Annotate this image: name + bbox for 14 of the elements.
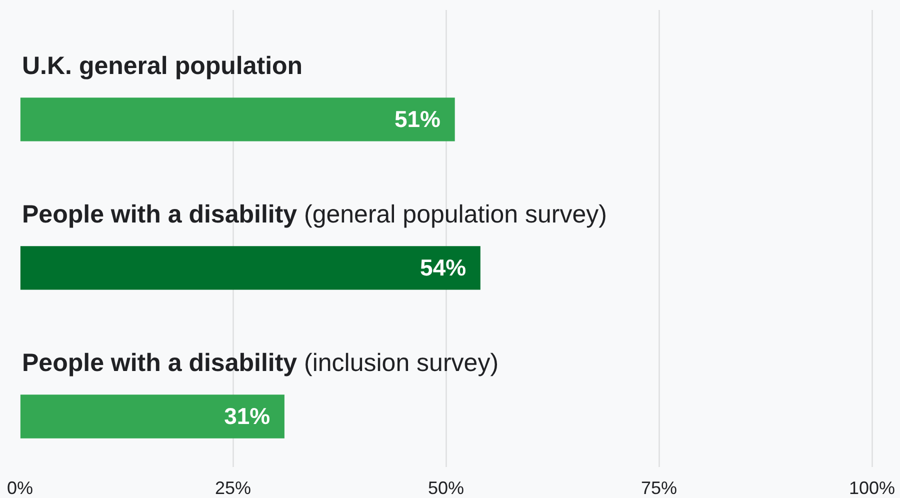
x-tick-label: 100% xyxy=(848,478,896,498)
bar xyxy=(20,98,455,142)
x-tick-label: 50% xyxy=(428,478,464,498)
y-tick-label: People with a disability (general population survey) xyxy=(22,200,607,228)
data-label: 51% xyxy=(394,106,441,132)
data-label: 31% xyxy=(224,402,270,429)
x-tick-label: 25% xyxy=(214,478,252,498)
x-tick-label: 75% xyxy=(640,478,678,498)
data-label: 54% xyxy=(420,254,466,280)
bar xyxy=(20,394,284,438)
y-tick-label: People with a disability (inclusion survey) xyxy=(22,349,499,378)
x-tick-label: 0% xyxy=(6,478,34,498)
bar xyxy=(20,246,480,290)
y-tick-label: U.K. general population xyxy=(22,52,303,80)
